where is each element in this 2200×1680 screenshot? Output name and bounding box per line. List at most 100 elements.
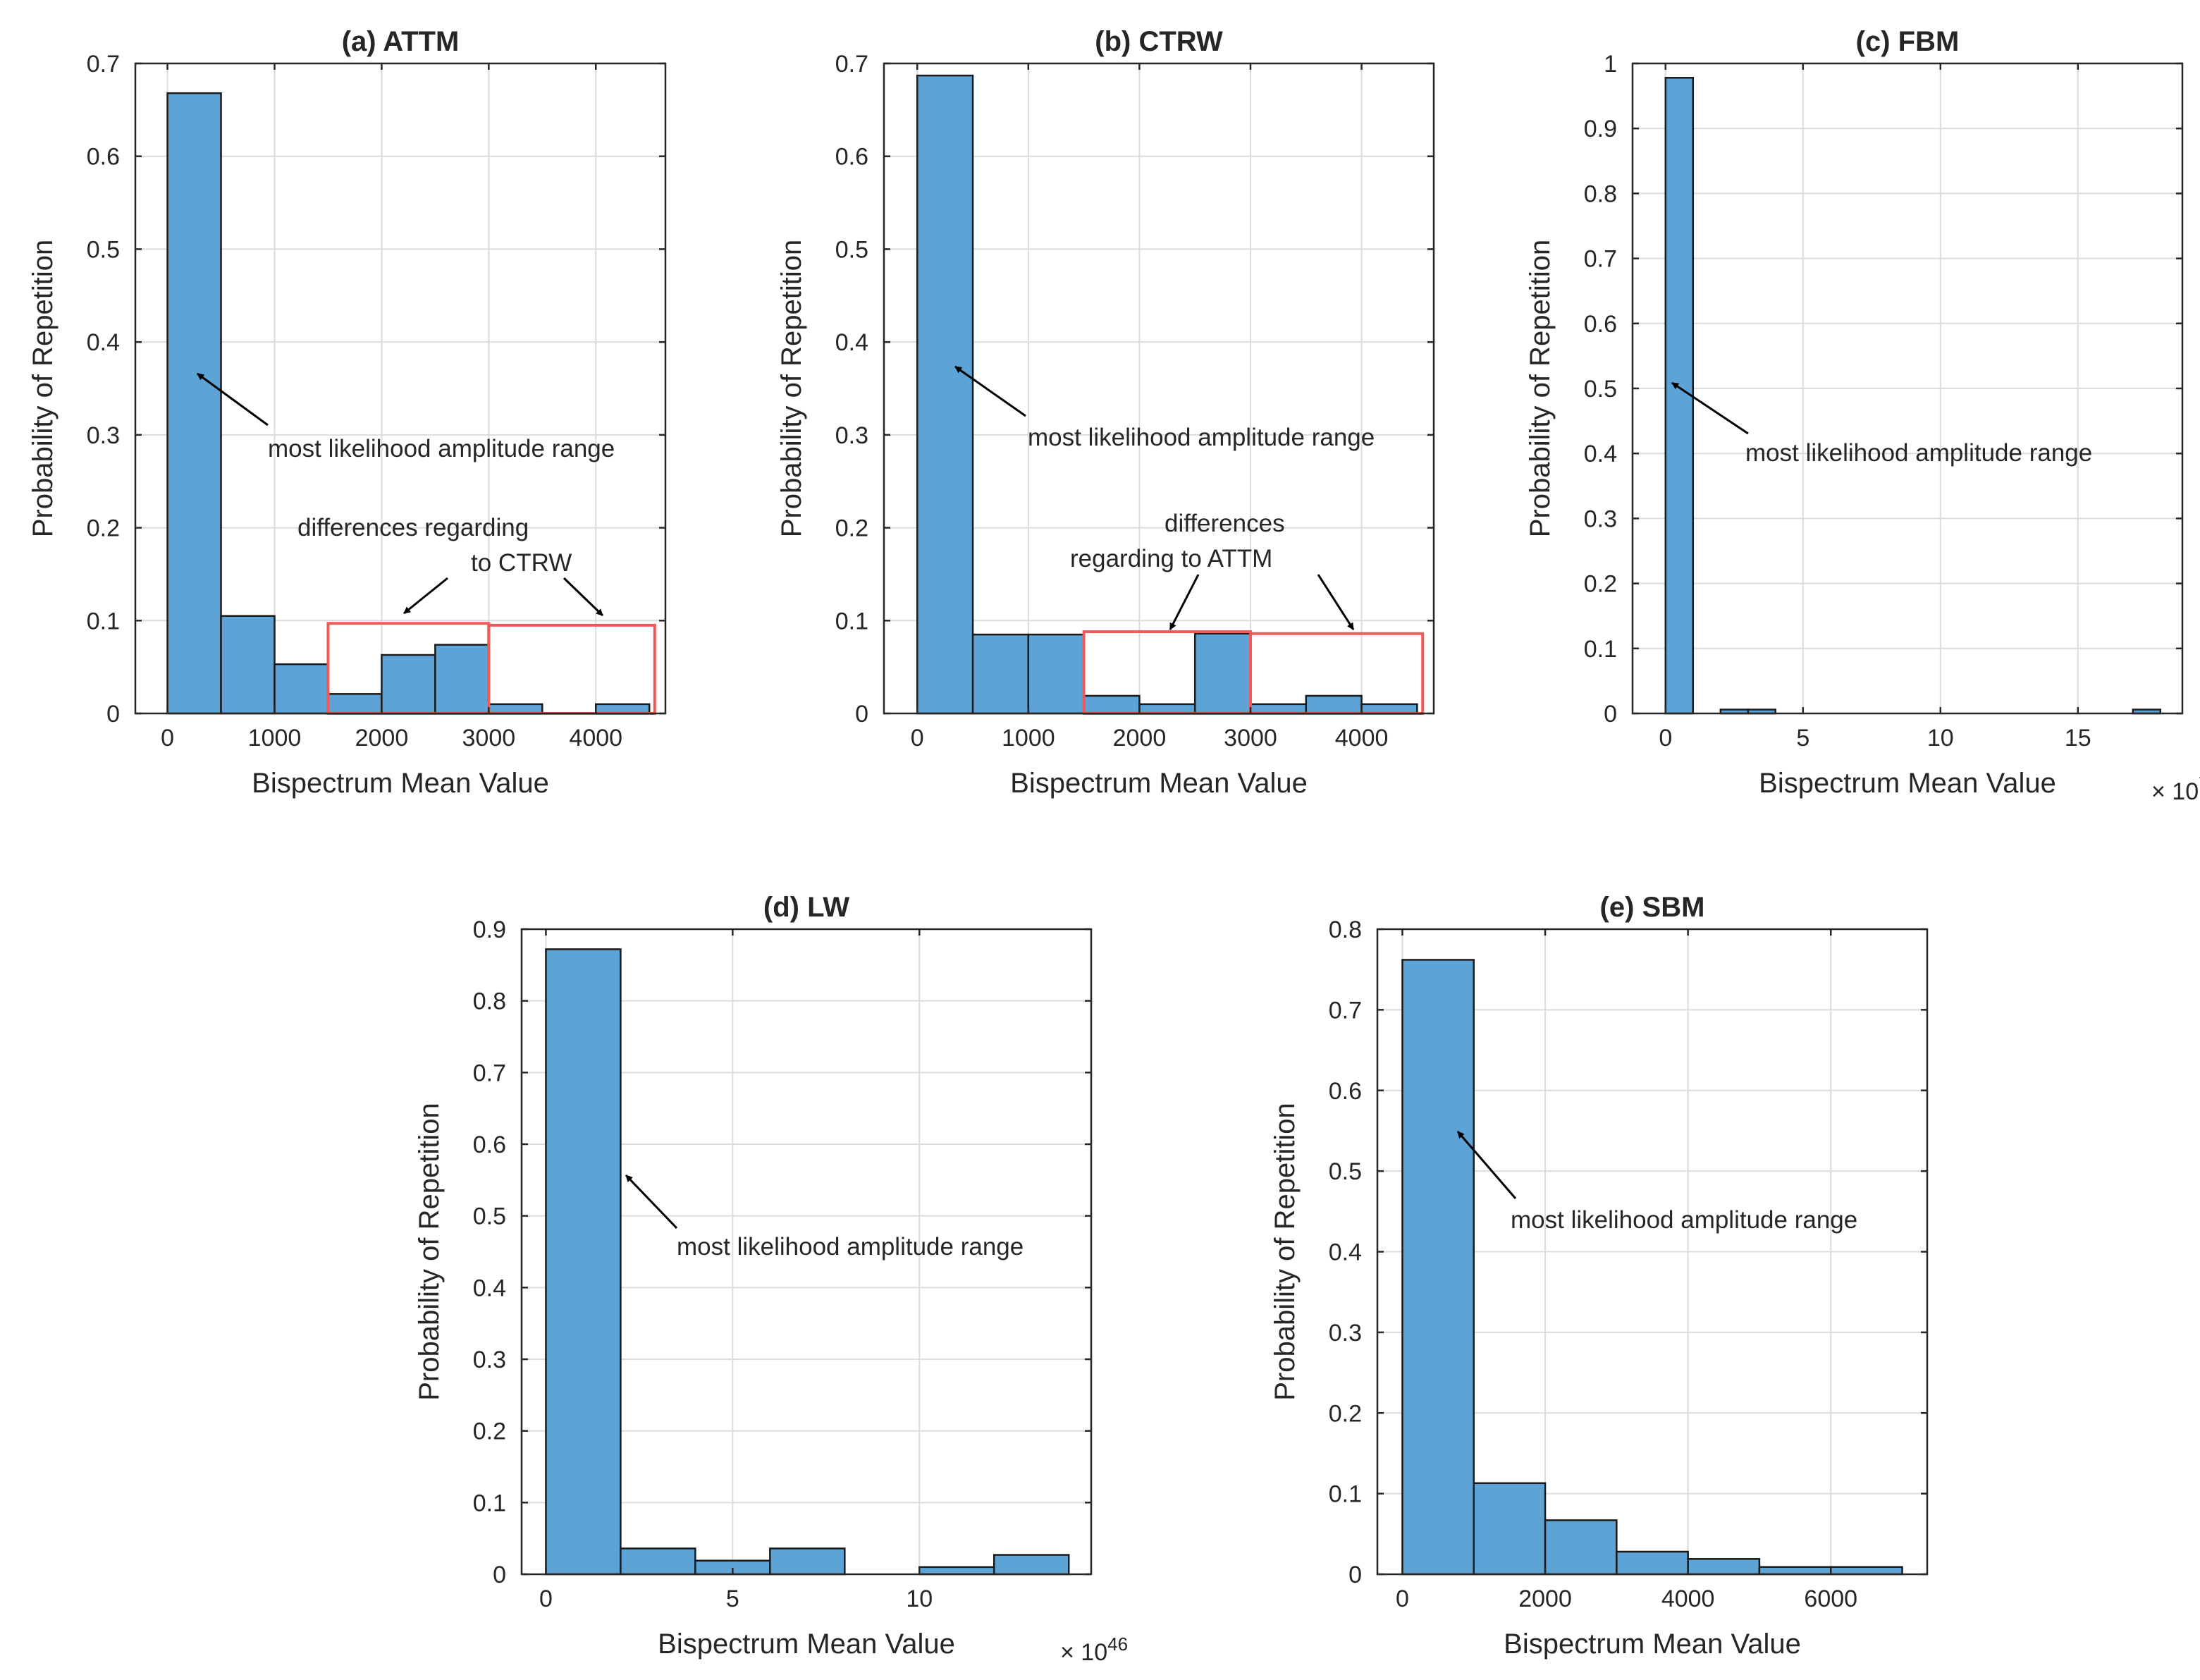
annotation-arrow: [403, 577, 448, 615]
annotation-text: most likelihood amplitude range: [677, 1233, 1024, 1261]
chart-a: 0 1000 2000 3000 4000 0 0.1 0.2 0.3 0.4 0.5 0.6 0.7 (…: [27, 26, 667, 799]
y-tick-label: 0.1: [1584, 636, 1617, 663]
x-tick-label: 5: [1796, 725, 1809, 752]
y-tick-label: 0: [493, 1562, 506, 1588]
histogram-bar: [1616, 1550, 1689, 1576]
y-tick-label: 0.3: [1584, 505, 1617, 532]
x-axis-exponent: × 107: [2151, 773, 2200, 805]
axes-frame: [134, 62, 667, 715]
annotation-arrow: [1317, 574, 1355, 630]
x-tick-label: 2000: [1113, 725, 1167, 752]
y-axis-label: Probability of Repetition: [776, 240, 807, 537]
chart-title: (e) SBM: [1600, 892, 1705, 923]
histogram-bar: [1193, 632, 1252, 715]
y-tick-label: 0.5: [87, 236, 120, 263]
annotation-text: to CTRW: [471, 549, 572, 577]
y-tick-label: 0: [1348, 1562, 1362, 1588]
chart-e: 0 2000 4000 6000 0 0.1 0.2 0.3 0.4 0.5 0.6 0.7 0.8 (e…: [1270, 892, 1929, 1660]
annotation-text: regarding to ATTM: [1070, 545, 1272, 572]
x-tick-label: 15: [2065, 725, 2091, 752]
histogram-bar: [918, 1566, 995, 1576]
annotation-arrow: [625, 1174, 678, 1230]
y-tick-label: 0.9: [1584, 116, 1617, 142]
x-tick-label: 1000: [248, 725, 302, 752]
histogram-bar: [1664, 77, 1695, 715]
x-axis-label: Bispectrum Mean Value: [658, 1629, 955, 1660]
histogram-bar: [993, 1554, 1070, 1576]
y-tick-label: 0.8: [473, 988, 506, 1015]
histogram-bar: [1027, 633, 1085, 715]
histogram-bar: [1083, 694, 1141, 715]
y-tick-label: 0.8: [1584, 180, 1617, 207]
histogram-bar: [1473, 1482, 1547, 1576]
x-tick-label: 10: [1927, 725, 1954, 752]
y-tick-label: 0: [855, 701, 868, 728]
y-tick-label: 0.1: [473, 1490, 506, 1516]
annotation-arrow: [1671, 381, 1749, 435]
annotation-arrow: [197, 372, 269, 427]
chart-b: 0 1000 2000 3000 4000 0 0.1 0.2 0.3 0.4 0.5 0.6 0.7 (…: [776, 26, 1435, 799]
chart-c: 0 5 10 15 0 0.1 0.2 0.3 0.4 0.5 0.6 0.7 0.8 0.9 1 (c) F…: [1525, 26, 2200, 805]
x-tick-label: 1000: [1002, 725, 1055, 752]
y-tick-label: 0.4: [1329, 1239, 1362, 1266]
annotation-text: most likelihood amplitude range: [1745, 439, 2092, 467]
y-tick-label: 0.7: [835, 51, 868, 78]
histogram-bar: [1829, 1566, 1903, 1576]
histogram-bar: [220, 615, 276, 715]
y-tick-label: 0.8: [1329, 916, 1362, 943]
y-axis-label: Probability of Repetition: [1525, 240, 1556, 537]
y-tick-label: 0.3: [473, 1347, 506, 1373]
x-axis-label: Bispectrum Mean Value: [1504, 1629, 1801, 1660]
x-tick-label: 4000: [1335, 725, 1389, 752]
histogram-bar: [1687, 1558, 1761, 1576]
annotation-text: most likelihood amplitude range: [1028, 424, 1375, 451]
histogram-bar: [274, 663, 329, 715]
x-tick-label: 0: [1396, 1586, 1409, 1612]
highlight-box: [487, 623, 656, 715]
y-tick-label: 0.6: [473, 1132, 506, 1158]
y-tick-label: 0.2: [1584, 571, 1617, 598]
histogram-bar: [166, 92, 222, 715]
y-tick-label: 0.5: [473, 1203, 506, 1230]
x-tick-label: 10: [906, 1586, 933, 1612]
x-axis-label: Bispectrum Mean Value: [1759, 768, 2056, 799]
y-tick-label: 0.2: [835, 515, 868, 542]
histogram-bar: [381, 654, 436, 715]
annotation-text: differences: [1164, 510, 1285, 537]
y-tick-label: 0.7: [87, 51, 120, 78]
y-tick-label: 0.3: [835, 422, 868, 449]
annotation-arrow: [563, 577, 604, 617]
annotation-text: differences regarding: [297, 514, 529, 541]
y-tick-label: 0.2: [1329, 1400, 1362, 1427]
y-axis-label: Probability of Repetition: [1270, 1103, 1301, 1400]
y-tick-label: 0.4: [473, 1275, 506, 1301]
y-tick-label: 0.2: [473, 1418, 506, 1445]
histogram-bar: [916, 74, 974, 715]
x-tick-label: 4000: [569, 725, 622, 752]
y-tick-label: 0.7: [1584, 246, 1617, 273]
annotation-text: most likelihood amplitude range: [1511, 1206, 1857, 1234]
histogram-bar: [769, 1547, 846, 1576]
x-tick-label: 0: [161, 725, 174, 752]
y-tick-label: 0.4: [835, 329, 868, 356]
y-tick-label: 0.3: [87, 422, 120, 449]
annotation-text: most likelihood amplitude range: [268, 435, 615, 462]
axes-frame: [883, 62, 1435, 715]
histogram-bar: [1305, 694, 1363, 715]
chart-d: 0 5 10 0 0.1 0.2 0.3 0.4 0.5 0.6 0.7 0.8 0.9 (d) LW Bi…: [414, 892, 1128, 1666]
y-axis-label: Probability of Repetition: [27, 240, 59, 537]
x-tick-label: 5: [726, 1586, 739, 1612]
y-tick-label: 0.6: [1584, 311, 1617, 338]
histogram-bar: [1401, 959, 1475, 1576]
histogram-bar: [1544, 1519, 1618, 1576]
chart-title: (c) FBM: [1856, 26, 1960, 57]
x-tick-label: 0: [911, 725, 924, 752]
y-tick-label: 0.5: [1584, 376, 1617, 403]
y-tick-label: 0.9: [473, 916, 506, 943]
x-tick-label: 2000: [355, 725, 409, 752]
x-axis-exponent: × 1046: [1060, 1633, 1128, 1666]
x-axis-label: Bispectrum Mean Value: [252, 768, 549, 799]
y-tick-label: 0.6: [87, 144, 120, 171]
y-tick-label: 0.1: [1329, 1481, 1362, 1508]
